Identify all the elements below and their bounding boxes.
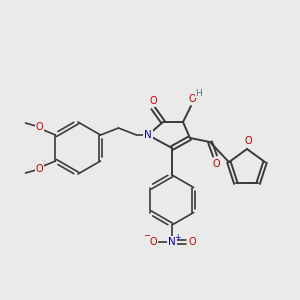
Text: N: N: [144, 130, 152, 140]
Text: O: O: [149, 96, 157, 106]
Text: −: −: [143, 232, 151, 241]
Text: +: +: [174, 233, 180, 242]
Text: O: O: [188, 94, 196, 104]
Text: N: N: [168, 237, 176, 247]
Text: O: O: [36, 122, 43, 132]
Text: O: O: [212, 159, 220, 169]
Text: O: O: [36, 164, 43, 174]
Text: O: O: [188, 237, 196, 247]
Text: H: H: [196, 88, 202, 98]
Text: O: O: [244, 136, 252, 146]
Text: O: O: [149, 237, 157, 247]
